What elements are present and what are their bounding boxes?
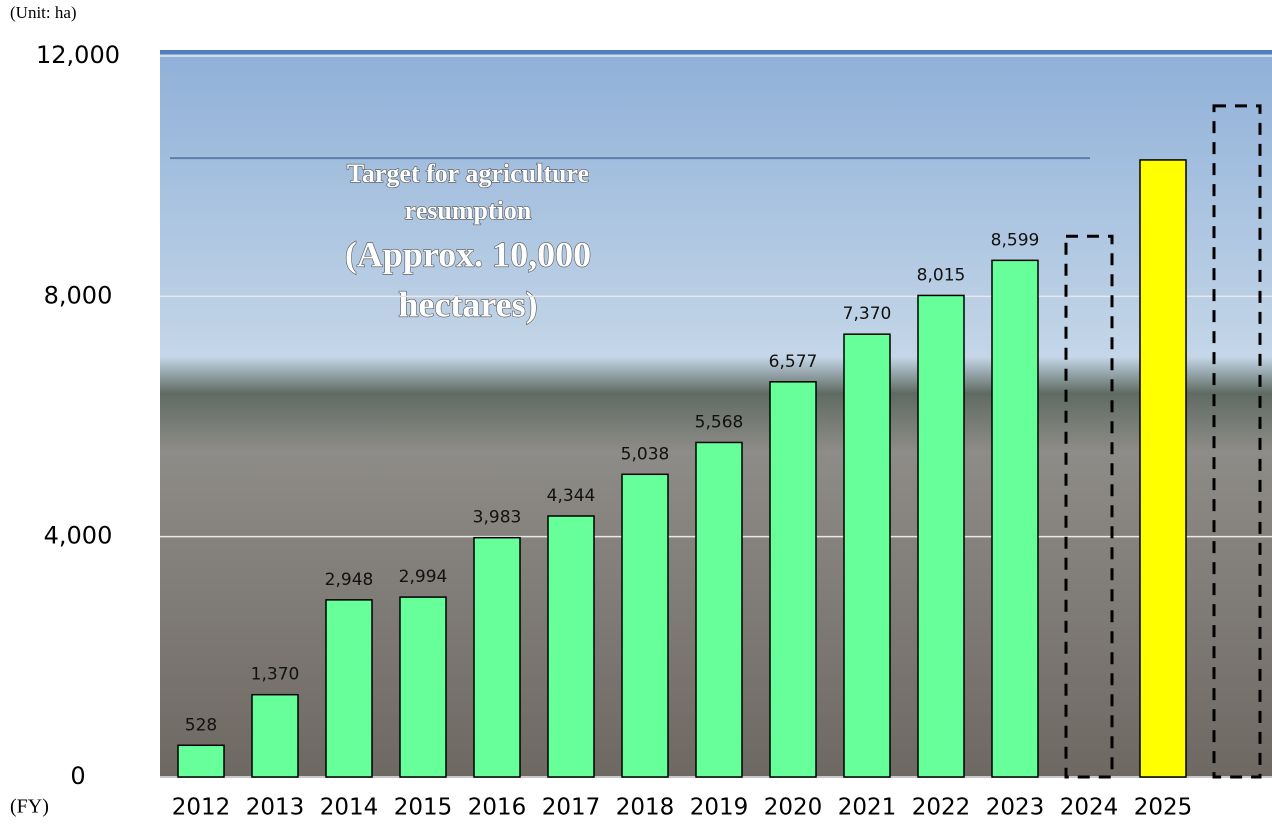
x-tick-label: 2015 bbox=[394, 795, 453, 821]
bar bbox=[621, 473, 669, 778]
y-tick-label: 4,000 bbox=[44, 522, 113, 550]
bar bbox=[695, 441, 743, 778]
y-tick-label: 8,000 bbox=[44, 281, 113, 309]
x-tick-label: 2021 bbox=[838, 795, 897, 821]
bar bbox=[325, 599, 373, 778]
x-tick-label: 2016 bbox=[468, 795, 527, 821]
value-label: 1,370 bbox=[251, 665, 300, 685]
x-tick-label: 2024 bbox=[1060, 795, 1119, 821]
x-tick-label: 2017 bbox=[542, 795, 601, 821]
bar bbox=[991, 259, 1039, 778]
bar bbox=[547, 515, 595, 778]
x-tick-label: 2013 bbox=[246, 795, 305, 821]
bar bbox=[1064, 234, 1114, 779]
bar bbox=[769, 381, 817, 778]
annotation-line: hectares) bbox=[398, 284, 537, 324]
value-label: 3,983 bbox=[473, 508, 522, 528]
x-tick-label: 2018 bbox=[616, 795, 675, 821]
value-label: 2,994 bbox=[399, 567, 448, 587]
bar bbox=[473, 536, 521, 778]
value-label: 8,599 bbox=[991, 230, 1040, 250]
bar bbox=[177, 744, 225, 778]
bar bbox=[1139, 159, 1187, 778]
x-tick-label: 2020 bbox=[764, 795, 823, 821]
annotation-line: resumption bbox=[405, 196, 532, 225]
value-label: 2,948 bbox=[325, 570, 374, 590]
value-label: 6,577 bbox=[769, 352, 818, 372]
bar bbox=[917, 294, 965, 778]
x-tick-label: 2019 bbox=[690, 795, 749, 821]
x-axis-label: (FY) bbox=[10, 796, 49, 818]
unit-label: (Unit: ha) bbox=[10, 3, 77, 22]
x-tick-label: 2012 bbox=[172, 795, 231, 821]
bar bbox=[399, 596, 447, 778]
value-label: 528 bbox=[185, 715, 217, 735]
x-tick-label: 2025 bbox=[1134, 795, 1193, 821]
x-tick-label: 2014 bbox=[320, 795, 379, 821]
annotation: Target for agriculture resumption (Approx.… bbox=[344, 158, 592, 324]
value-label: 7,370 bbox=[843, 304, 892, 324]
bar bbox=[1212, 104, 1262, 779]
value-label: 5,568 bbox=[695, 412, 744, 432]
y-tick-label: 12,000 bbox=[36, 41, 120, 69]
x-tick-label: 2022 bbox=[912, 795, 971, 821]
bar bbox=[251, 693, 299, 778]
annotation-line: (Approx. 10,000 bbox=[345, 234, 591, 274]
x-tick-label: 2023 bbox=[986, 795, 1045, 821]
value-label: 4,344 bbox=[547, 486, 596, 506]
bar bbox=[843, 333, 891, 778]
annotation-line: Target for agriculture bbox=[347, 159, 589, 188]
y-tick-label: 0 bbox=[70, 762, 85, 790]
value-label: 5,038 bbox=[621, 444, 670, 464]
value-label: 8,015 bbox=[917, 265, 966, 285]
